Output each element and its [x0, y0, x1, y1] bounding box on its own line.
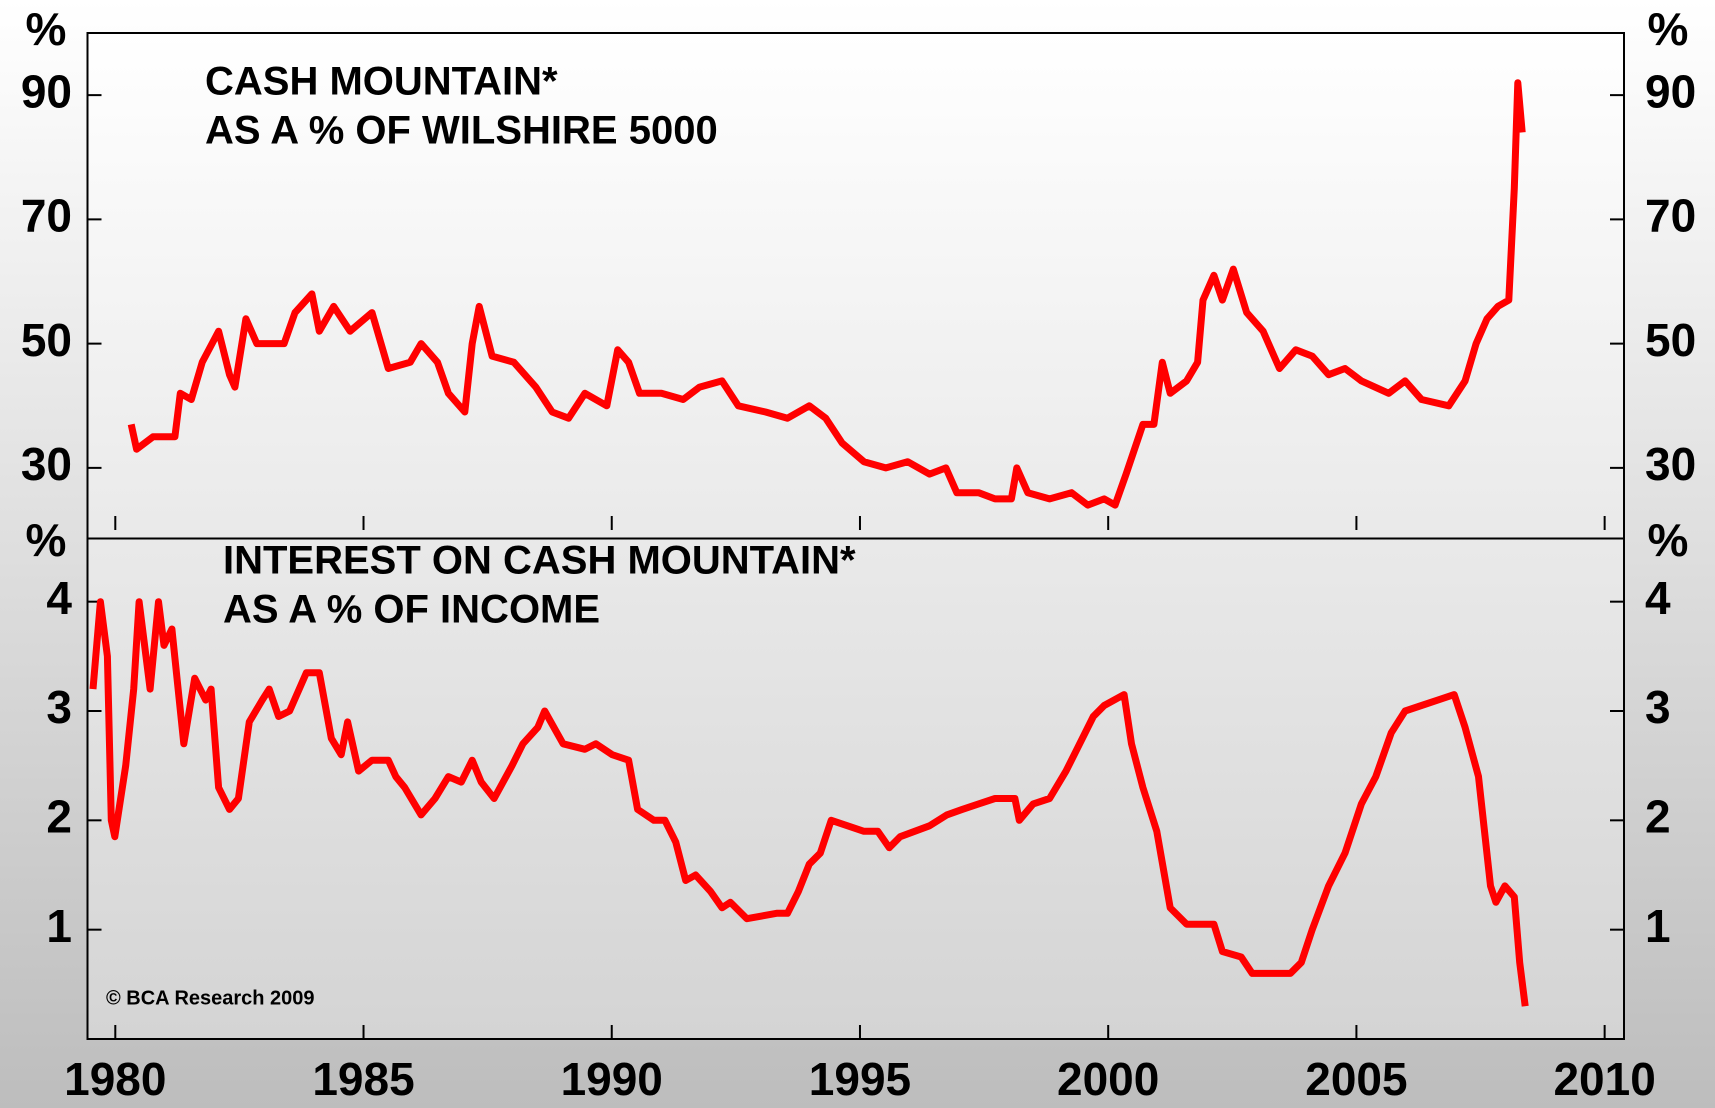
y2-tick-label: 2	[1645, 790, 1671, 842]
x-tick-label: 2005	[1305, 1053, 1407, 1105]
chart-title: AS A % OF INCOME	[223, 588, 600, 632]
chart-title: AS A % OF WILSHIRE 5000	[205, 109, 718, 153]
chart-title: CASH MOUNTAIN*	[205, 60, 558, 104]
y-tick-label: 50	[21, 314, 72, 366]
y2-tick-label: 30	[1645, 438, 1696, 490]
y-tick-label: 4	[46, 572, 72, 624]
x-tick-label: 1980	[64, 1053, 166, 1105]
y2-tick-label: 90	[1645, 65, 1696, 117]
x-tick-label: 2000	[1057, 1053, 1159, 1105]
y2-tick-label: 3	[1645, 681, 1671, 733]
y-axis-unit: %	[26, 3, 67, 55]
y2-axis-unit: %	[1648, 3, 1689, 55]
chart-title: INTEREST ON CASH MOUNTAIN*	[223, 539, 856, 583]
x-tick-label: 1990	[561, 1053, 663, 1105]
y2-tick-label: 50	[1645, 314, 1696, 366]
y2-tick-label: 70	[1645, 190, 1696, 242]
y-tick-label: 70	[21, 190, 72, 242]
x-tick-label: 1985	[312, 1053, 414, 1105]
y-axis-unit: %	[26, 514, 67, 566]
y2-tick-label: 1	[1645, 900, 1671, 952]
data-line	[127, 79, 1526, 509]
x-tick-label: 2010	[1553, 1053, 1655, 1105]
x-tick-label: 1995	[809, 1053, 911, 1105]
y-tick-label: 2	[46, 790, 72, 842]
y-tick-label: 3	[46, 681, 72, 733]
plot-area	[86, 32, 1625, 1040]
data-line	[89, 598, 1529, 1007]
y-tick-label: 1	[46, 900, 72, 952]
y2-axis-unit: %	[1648, 514, 1689, 566]
y2-tick-label: 4	[1645, 572, 1671, 624]
y-tick-label: 30	[21, 438, 72, 490]
source-note: © BCA Research 2009	[106, 987, 315, 1009]
y-tick-label: 90	[21, 65, 72, 117]
